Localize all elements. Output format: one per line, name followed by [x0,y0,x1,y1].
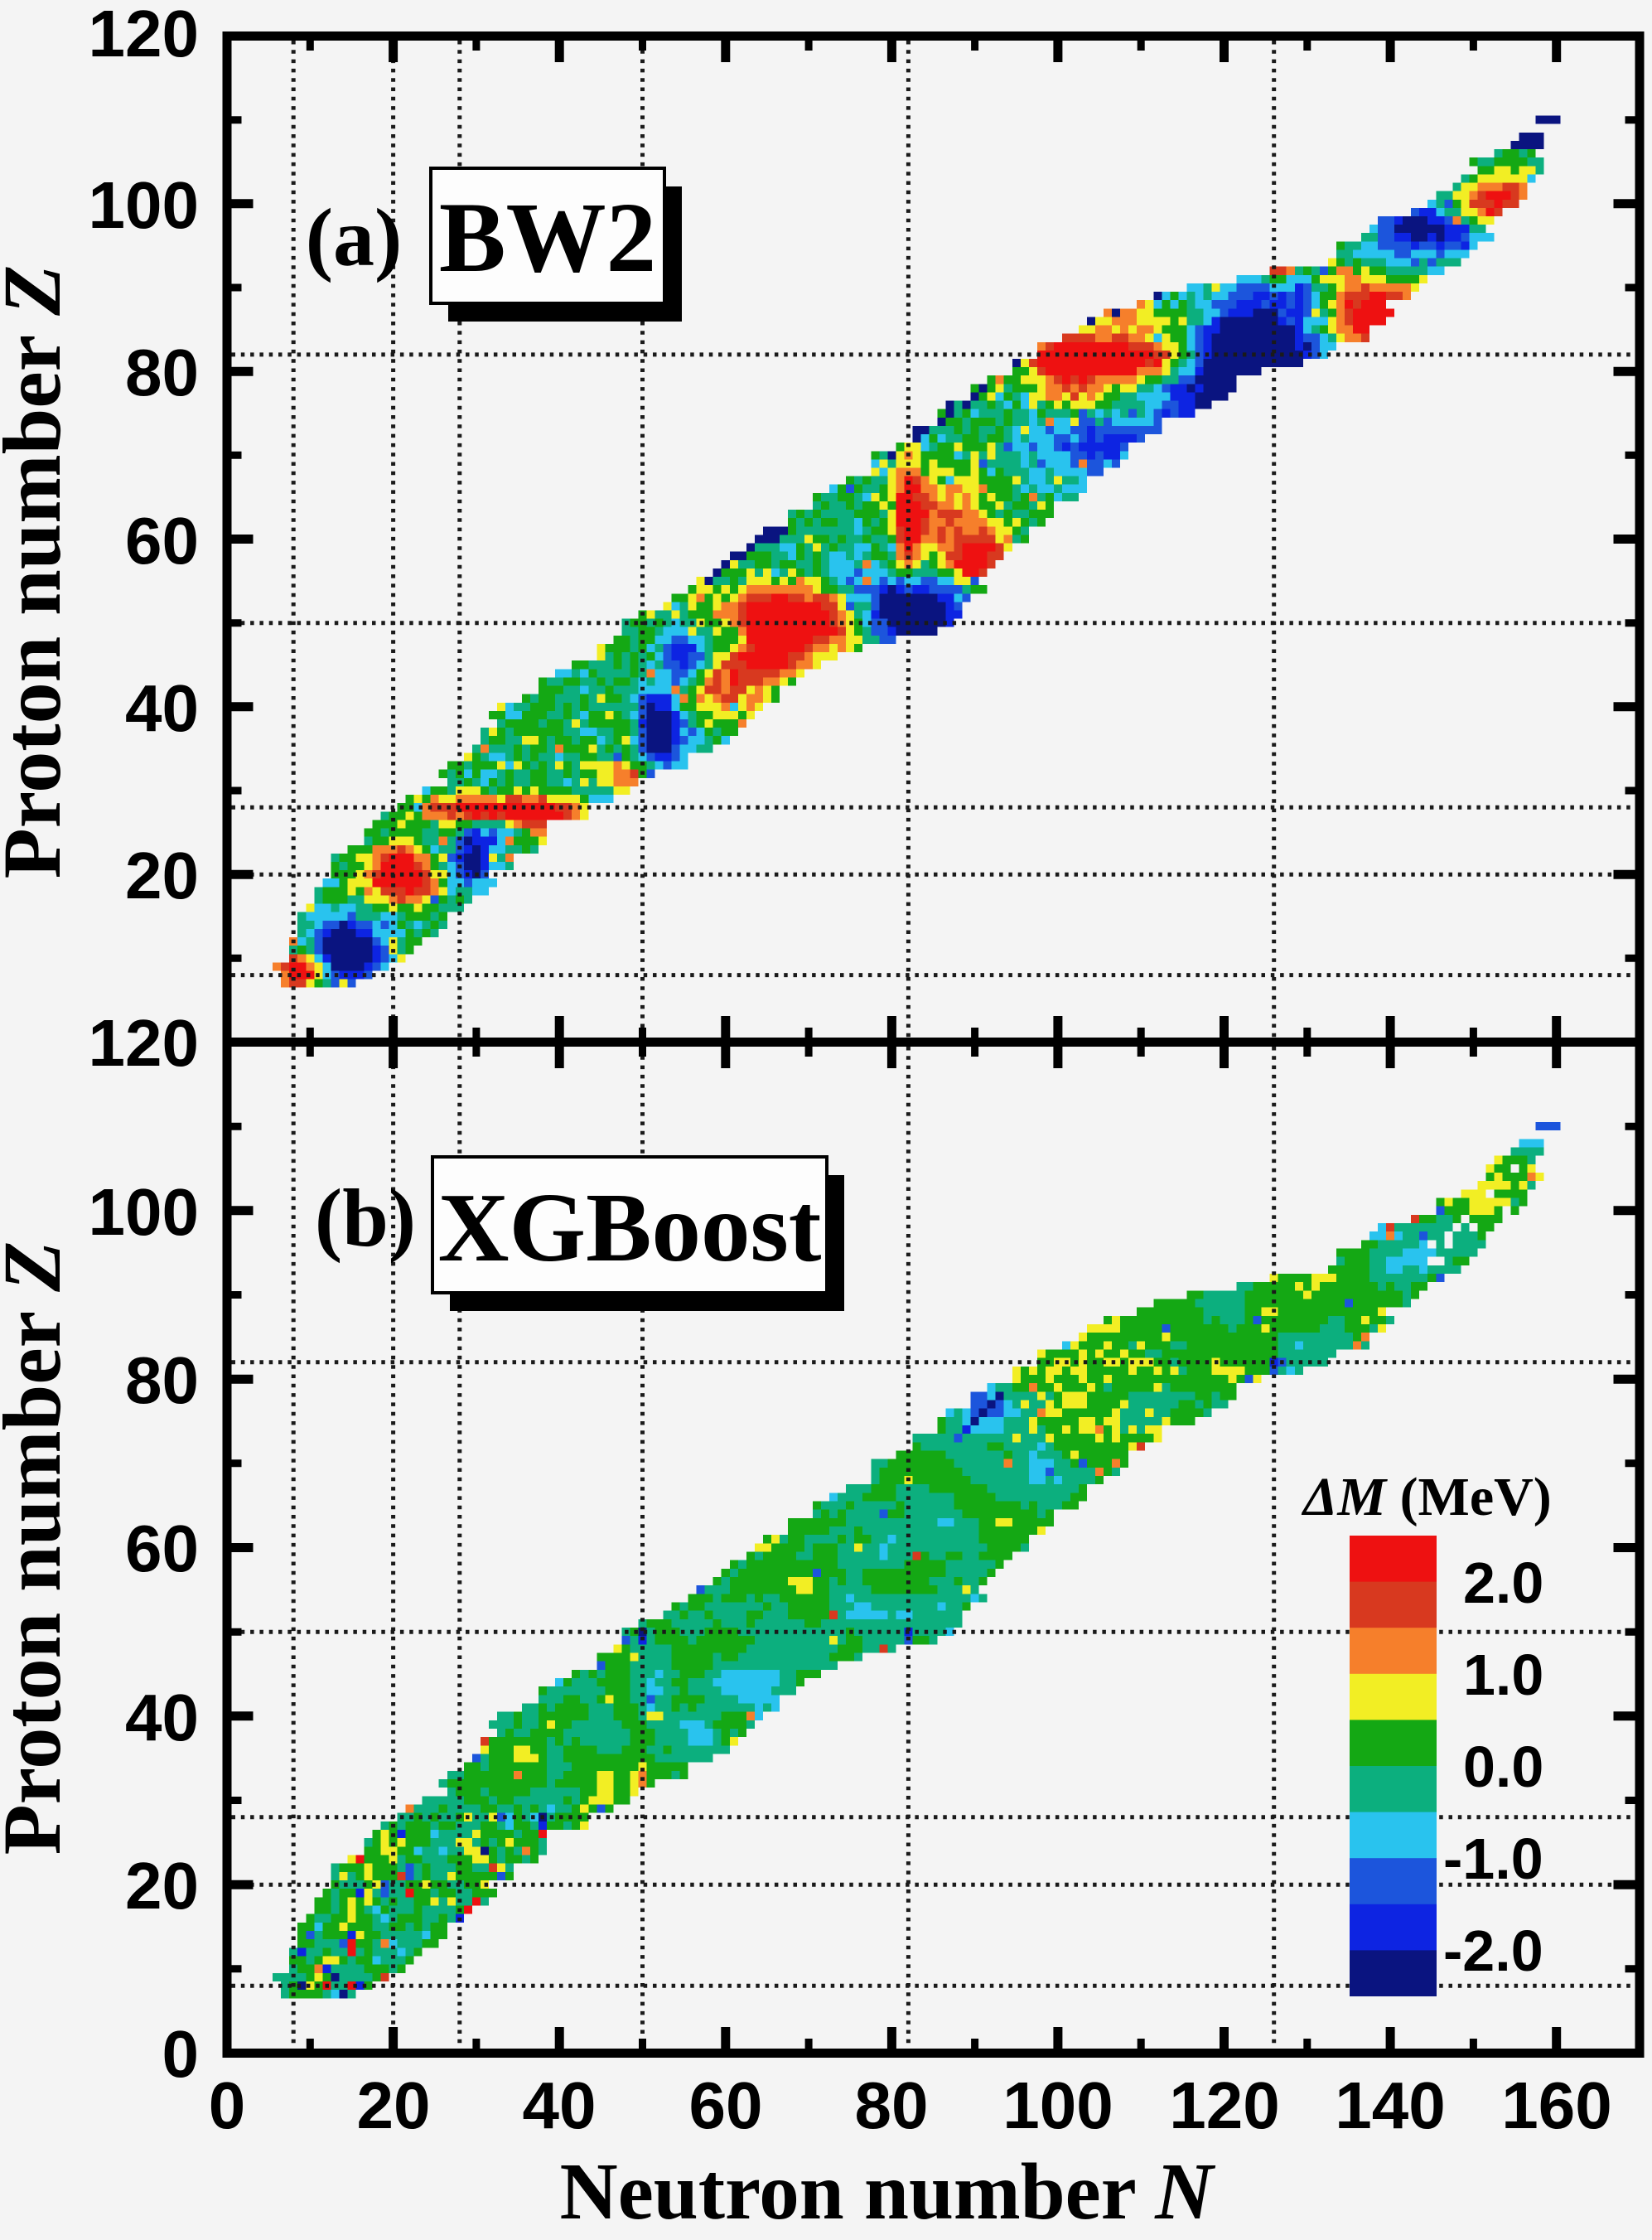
svg-text:Proton number Z: Proton number Z [0,265,78,879]
svg-text:BW2: BW2 [439,182,656,293]
svg-text:80: 80 [125,336,199,409]
svg-text:20: 20 [125,1849,199,1923]
svg-text:100: 100 [1002,2068,1113,2142]
svg-text:40: 40 [125,671,199,745]
svg-text:ΔM (MeV): ΔM (MeV) [1301,1467,1552,1527]
svg-text:60: 60 [125,504,199,578]
svg-text:120: 120 [89,0,199,70]
svg-text:100: 100 [89,1175,199,1249]
svg-text:160: 160 [1501,2068,1611,2142]
svg-text:1.0: 1.0 [1463,1643,1543,1707]
svg-text:0.0: 0.0 [1463,1734,1543,1799]
svg-text:60: 60 [689,2068,763,2142]
svg-text:Proton number Z: Proton number Z [0,1241,78,1855]
svg-text:80: 80 [125,1343,199,1417]
svg-text:80: 80 [855,2068,929,2142]
svg-text:Neutron number N: Neutron number N [560,2147,1216,2236]
svg-text:100: 100 [89,168,199,242]
svg-text:40: 40 [523,2068,597,2142]
svg-text:XGBoost: XGBoost [438,1173,822,1282]
svg-text:(a): (a) [306,191,403,283]
svg-text:140: 140 [1335,2068,1445,2142]
svg-text:-2.0: -2.0 [1443,1918,1543,1983]
svg-text:120: 120 [89,1006,199,1080]
svg-text:20: 20 [357,2068,431,2142]
svg-text:120: 120 [1169,2068,1279,2142]
svg-text:2.0: 2.0 [1463,1551,1543,1615]
svg-text:0: 0 [209,2068,246,2142]
svg-text:0: 0 [162,2017,200,2091]
svg-text:40: 40 [125,1681,199,1754]
svg-text:-1.0: -1.0 [1443,1826,1543,1891]
svg-text:60: 60 [125,1512,199,1585]
svg-text:(b): (b) [315,1172,416,1264]
svg-text:20: 20 [125,839,199,912]
